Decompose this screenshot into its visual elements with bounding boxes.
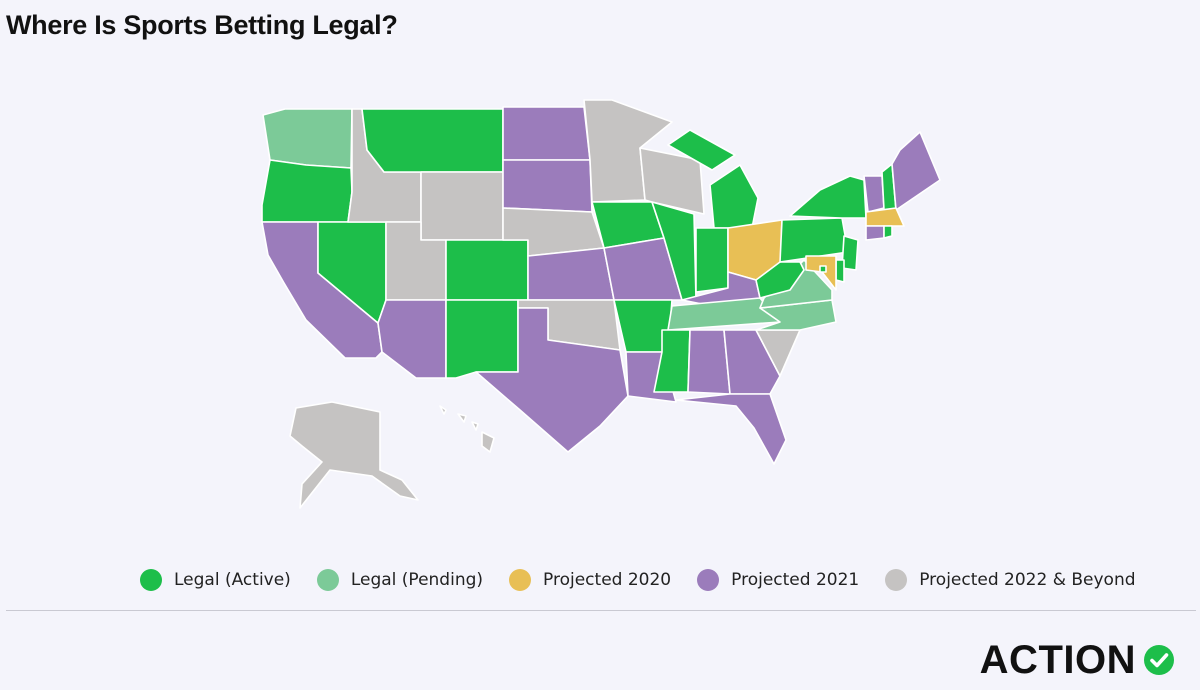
state-new-mexico[interactable]: [445, 299, 519, 379]
legend-item-projected-2021: Projected 2021: [697, 569, 859, 591]
check-circle-bg: [1144, 645, 1174, 675]
legend-swatch: [509, 569, 532, 591]
legend-item-projected-2020: Projected 2020: [509, 569, 671, 591]
legend-item-projected-2022-beyond: Projected 2022 & Beyond: [885, 569, 1136, 591]
state-texas[interactable]: [475, 307, 629, 453]
state-washington[interactable]: [262, 108, 353, 169]
state-connecticut[interactable]: [865, 225, 885, 241]
legend-label: Projected 2022 & Beyond: [919, 570, 1136, 590]
legend-item-legal-pending: Legal (Pending): [316, 569, 484, 591]
action-logo[interactable]: ACTION: [980, 640, 1176, 680]
state-vermont[interactable]: [863, 175, 885, 213]
state-arizona[interactable]: [377, 299, 447, 379]
legend: Legal (Active) Legal (Pending) Projected…: [140, 569, 1136, 591]
state-kansas[interactable]: [527, 247, 615, 301]
state-new-york[interactable]: [789, 175, 867, 219]
legend-label: Legal (Active): [174, 570, 291, 590]
state-alabama[interactable]: [687, 329, 731, 395]
state-florida[interactable]: [675, 393, 787, 465]
legend-label: Legal (Pending): [350, 570, 484, 590]
state-oregon[interactable]: [261, 159, 353, 223]
state-massachusetts[interactable]: [865, 207, 905, 227]
state-colorado[interactable]: [445, 239, 529, 301]
state-maine[interactable]: [891, 131, 941, 211]
state-montana[interactable]: [361, 108, 504, 173]
legend-swatch: [316, 569, 339, 591]
page-title: Where Is Sports Betting Legal?: [6, 10, 398, 40]
state-south-dakota[interactable]: [502, 159, 593, 213]
legend-label: Projected 2021: [731, 570, 860, 590]
state-north-dakota[interactable]: [502, 106, 591, 161]
legend-swatch: [140, 569, 162, 591]
legend-label: Projected 2020: [543, 570, 672, 590]
check-circle-icon: [1144, 645, 1174, 675]
legend-swatch: [885, 569, 908, 591]
state-maryland[interactable]: [805, 255, 837, 291]
state-alaska[interactable]: [289, 401, 419, 509]
state-dc[interactable]: [819, 265, 827, 273]
state-michigan[interactable]: [667, 129, 759, 229]
state-mississippi[interactable]: [653, 329, 691, 393]
divider: [6, 610, 1196, 611]
state-delaware[interactable]: [835, 259, 845, 283]
state-new-jersey[interactable]: [841, 235, 859, 271]
state-indiana[interactable]: [695, 227, 729, 293]
state-wyoming[interactable]: [420, 171, 504, 241]
state-rhode-island[interactable]: [883, 225, 893, 239]
logo-text: ACTION: [979, 638, 1136, 682]
state-hawaii[interactable]: [439, 405, 495, 453]
legend-swatch: [697, 569, 720, 591]
legend-item-legal-active: Legal (Active): [140, 569, 291, 591]
state-georgia[interactable]: [723, 329, 781, 395]
